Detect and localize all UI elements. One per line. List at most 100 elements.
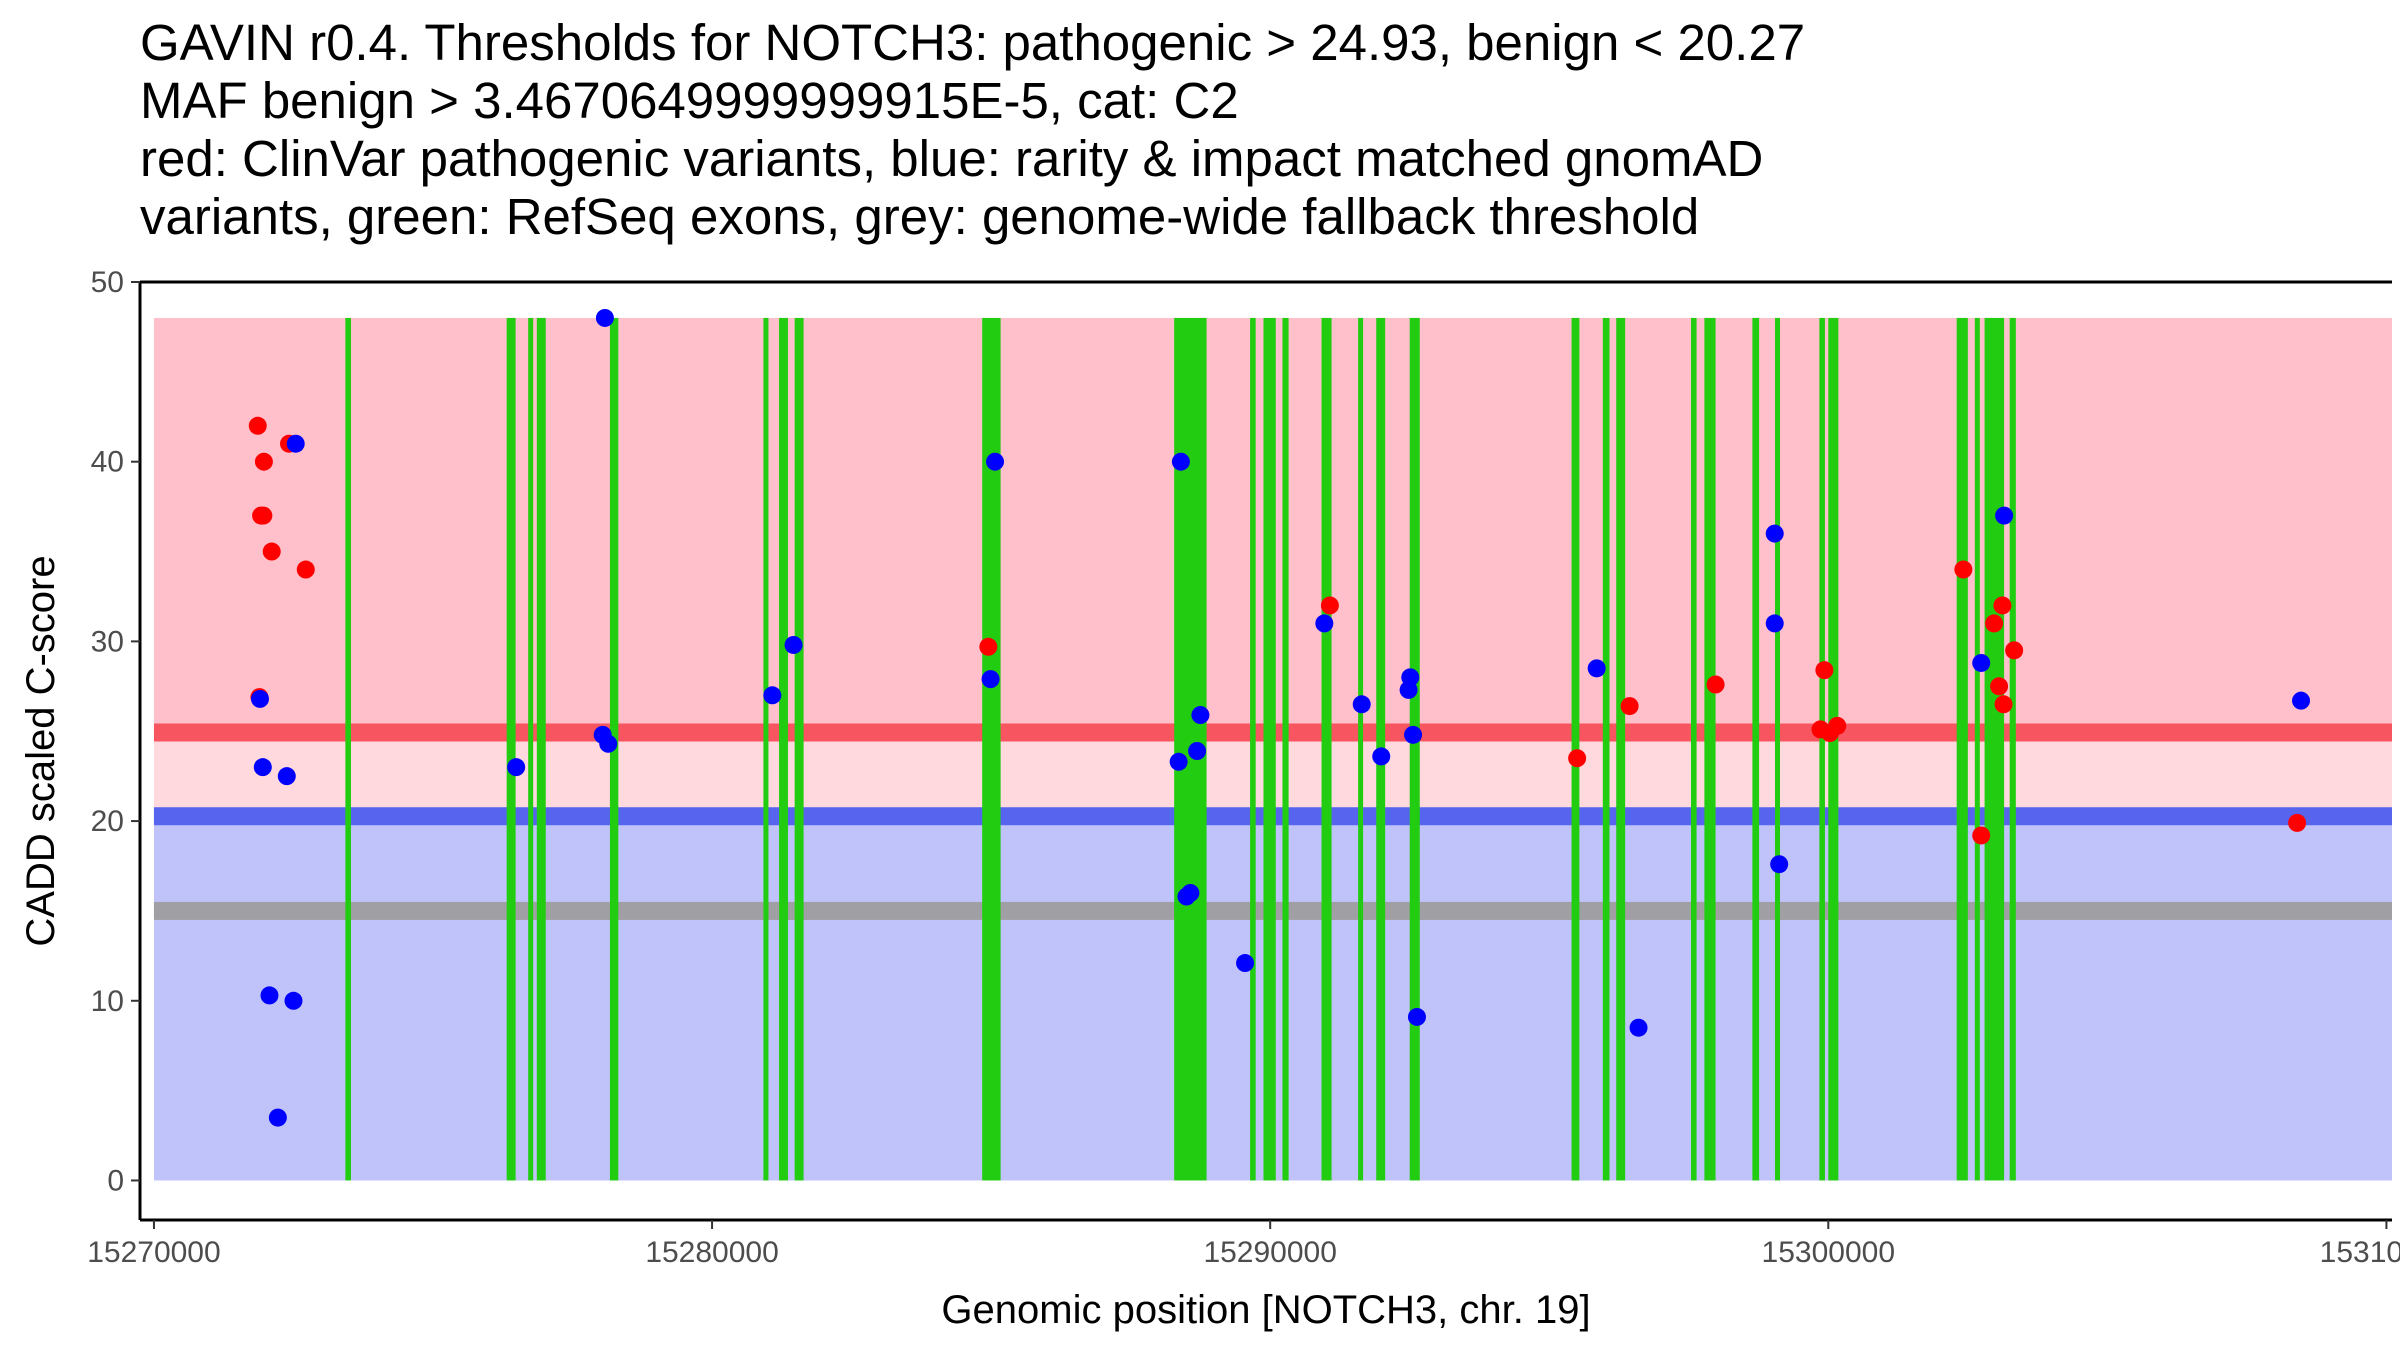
gnomad-variant-point: [1191, 706, 1210, 725]
gnomad-variant-point: [1352, 695, 1371, 714]
exon-bar: [1250, 317, 1256, 1181]
gnomad-variant-point: [260, 986, 279, 1005]
gnomad-variant-point: [1765, 524, 1784, 543]
x-tick-label: 15290000: [1203, 1236, 1336, 1269]
axes: 0 10 20 30 40 50 15270000 15280000 15290000 15300…: [87, 266, 2400, 1269]
clinvar-variant-point: [254, 452, 273, 471]
clinvar-variant-point: [1993, 596, 2012, 615]
x-tick-label: 15270000: [87, 1236, 220, 1269]
chart-title-line-1: GAVIN r0.4. Thresholds for NOTCH3: patho…: [140, 14, 1806, 71]
gnomad-variant-point: [284, 991, 303, 1010]
exon-bar: [345, 317, 351, 1181]
y-tick-label: 30: [91, 625, 124, 658]
x-tick-label: 15280000: [645, 1236, 778, 1269]
gnomad-variant-point: [1236, 954, 1255, 973]
clinvar-variant-point: [2288, 813, 2307, 832]
gnomad-variant-point: [1181, 883, 1200, 902]
gnomad-variant-point: [1995, 506, 2014, 525]
y-axis-title: CADD scaled C-score: [19, 555, 63, 946]
clinvar-variant-point: [1990, 677, 2009, 696]
exon-bar: [982, 317, 1001, 1181]
gnomad-variant-point: [1171, 452, 1190, 471]
exon-bar: [1704, 317, 1716, 1181]
gnomad-variant-point: [250, 689, 269, 708]
exon-bar: [1691, 317, 1697, 1181]
exon-bar: [1616, 317, 1626, 1181]
gnomad-variant-point: [1169, 752, 1188, 771]
exon-bar: [1819, 317, 1825, 1181]
exon-bar: [1321, 317, 1332, 1181]
exon-bar: [1282, 317, 1289, 1181]
x-axis-title: Genomic position [NOTCH3, chr. 19]: [941, 1288, 1590, 1332]
gnomad-variant-point: [1770, 855, 1789, 874]
exon-bar: [1974, 317, 1980, 1181]
exon-bar: [536, 317, 546, 1181]
chart-title-line-4: variants, green: RefSeq exons, grey: gen…: [140, 188, 1700, 245]
clinvar-variant-point: [1985, 614, 2004, 633]
x-tick-label: 15310000: [2320, 1236, 2400, 1269]
gnomad-variant-point: [1404, 725, 1423, 744]
exon-bar: [1752, 317, 1760, 1181]
exon-bar: [1956, 317, 1968, 1181]
clinvar-variant-point: [1994, 695, 2013, 714]
exon-bar: [1828, 317, 1839, 1181]
clinvar-variant-point: [1620, 697, 1639, 716]
gnomad-variant-point: [599, 734, 618, 753]
chart-title-line-2: MAF benign > 3.4670649999999915E-5, cat:…: [140, 72, 1239, 129]
clinvar-variant-point: [1706, 675, 1725, 694]
clinvar-variant-point: [1815, 661, 1834, 680]
exon-bar: [1409, 317, 1420, 1181]
y-tick-label: 40: [91, 446, 124, 479]
clinvar-variant-point: [1972, 826, 1991, 845]
x-tick-label: 15300000: [1762, 1236, 1895, 1269]
clinvar-variant-point: [296, 560, 315, 579]
clinvar-variant-point: [1320, 596, 1339, 615]
exon-bar: [1602, 317, 1610, 1181]
exon-bar: [506, 317, 516, 1181]
gnomad-variant-point: [277, 767, 296, 786]
exon-bar: [1775, 317, 1781, 1181]
clinvar-variant-point: [1568, 749, 1587, 768]
y-tick-label: 0: [107, 1164, 124, 1197]
exon-bar: [2009, 317, 2016, 1181]
gnomad-variant-point: [986, 452, 1005, 471]
gnomad-variant-point: [1765, 614, 1784, 633]
gnomad-variant-point: [253, 758, 272, 777]
gnomad-variant-point: [1401, 668, 1420, 687]
exon-bar: [1358, 317, 1364, 1181]
y-tick-label: 50: [91, 266, 124, 299]
gnomad-variant-point: [1629, 1018, 1648, 1037]
exon-bar: [1984, 317, 2005, 1181]
chart-title: GAVIN r0.4. Thresholds for NOTCH3: patho…: [140, 14, 2380, 246]
gnomad-variant-point: [268, 1108, 287, 1127]
clinvar-variant-point: [248, 416, 267, 435]
clinvar-variant-point: [2005, 641, 2024, 660]
exon-bar: [528, 317, 534, 1181]
gnomad-variant-point: [1315, 614, 1334, 633]
gnomad-variant-point: [2292, 691, 2311, 710]
y-tick-label: 20: [91, 805, 124, 838]
chart-title-line-3: red: ClinVar pathogenic variants, blue: …: [140, 130, 1764, 187]
clinvar-variant-point: [979, 637, 998, 656]
exon-bar: [1571, 317, 1580, 1181]
gnomad-variant-point: [981, 670, 1000, 689]
gnomad-variant-point: [1972, 653, 1991, 672]
variant-points: [248, 308, 2311, 1127]
clinvar-variant-point: [1954, 560, 1973, 579]
gnomad-variant-point: [1188, 742, 1207, 760]
gnomad-variant-point: [1407, 1007, 1426, 1026]
y-tick-label: 10: [91, 985, 124, 1018]
clinvar-variant-point: [254, 506, 273, 525]
gnomad-variant-point: [1587, 659, 1606, 678]
gnomad-variant-point: [507, 758, 526, 777]
exon-bar: [763, 317, 769, 1181]
exon-bar: [794, 317, 804, 1181]
clinvar-variant-point: [1828, 716, 1847, 735]
exon-bar: [779, 317, 788, 1181]
clinvar-variant-point: [262, 542, 281, 561]
gnomad-variant-point: [286, 434, 305, 453]
gnomad-variant-point: [595, 308, 614, 327]
gnomad-variant-point: [784, 635, 803, 654]
gnomad-variant-point: [763, 686, 782, 705]
